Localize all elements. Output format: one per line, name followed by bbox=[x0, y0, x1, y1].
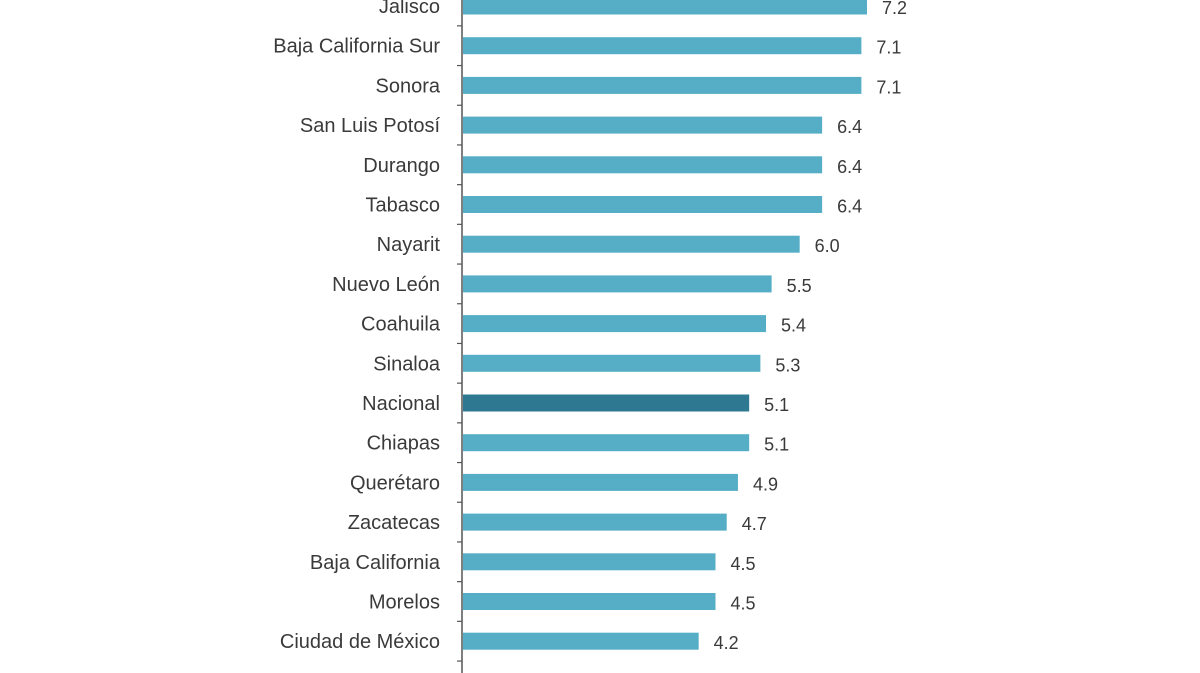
category-label: Nacional bbox=[362, 393, 440, 415]
bar-ciudad-de-m-xico bbox=[463, 632, 699, 650]
category-label: Baja California bbox=[310, 552, 441, 574]
bar-tabasco bbox=[463, 196, 823, 213]
value-label: 7.1 bbox=[876, 77, 901, 97]
category-label: Chiapas bbox=[367, 433, 440, 455]
bar-sinaloa bbox=[463, 354, 761, 372]
category-labels-layer: Jalisco Baja California Sur Sonora San Luis… bbox=[273, 0, 441, 653]
value-labels-layer: 7.2 7.1 7.1 6.4 6.4 6.4 6.05.5 5.4 5.3 5.1 5.1 4.9 4… bbox=[714, 0, 907, 653]
category-label: Morelos bbox=[369, 592, 440, 614]
value-label: 5.1 bbox=[764, 435, 789, 455]
bar-baja-california-sur bbox=[463, 37, 862, 55]
category-label: Coahuila bbox=[361, 314, 441, 336]
value-label: 4.5 bbox=[731, 594, 756, 614]
y-axis-ticks-layer bbox=[457, 25, 462, 662]
value-label: 7.2 bbox=[882, 0, 907, 18]
bar-jalisco bbox=[463, 0, 867, 15]
category-label: Tabasco bbox=[366, 195, 441, 217]
bar-chiapas bbox=[463, 434, 750, 452]
bar-nacional bbox=[463, 394, 750, 412]
value-label: 4.7 bbox=[742, 514, 767, 534]
value-label: 5.1 bbox=[764, 395, 789, 415]
value-label: 7.1 bbox=[876, 38, 901, 58]
bar-baja-california bbox=[463, 553, 716, 571]
category-label: Sonora bbox=[376, 75, 441, 97]
category-label: Baja California Sur bbox=[273, 36, 440, 58]
category-label: Durango bbox=[363, 155, 440, 177]
value-label: 6.4 bbox=[837, 117, 862, 137]
category-label: San Luis Potosí bbox=[300, 115, 441, 137]
value-label: 6.4 bbox=[837, 157, 862, 177]
category-label: Zacatecas bbox=[348, 512, 440, 534]
bar-quer-taro bbox=[463, 473, 738, 491]
category-label: Ciudad de México bbox=[280, 631, 440, 653]
bars-layer bbox=[463, 0, 867, 650]
bar-nuevo-le-n bbox=[463, 275, 772, 293]
category-label: Nuevo León bbox=[332, 274, 440, 296]
bar-san-luis-potos- bbox=[463, 116, 823, 134]
bar-zacatecas bbox=[463, 513, 727, 531]
category-label: Jalisco bbox=[379, 0, 440, 18]
category-label: Sinaloa bbox=[373, 353, 441, 375]
value-label: 4.2 bbox=[714, 633, 739, 653]
value-label: 5.3 bbox=[775, 355, 800, 375]
value-label: 6.4 bbox=[837, 197, 862, 217]
bar-nayarit bbox=[463, 235, 800, 253]
value-label: 4.9 bbox=[753, 474, 778, 494]
bar-durango bbox=[463, 156, 823, 174]
value-label: 6.0 bbox=[815, 236, 840, 256]
value-label: 4.5 bbox=[731, 554, 756, 574]
category-label: Nayarit bbox=[377, 234, 441, 256]
category-label: Querétaro bbox=[350, 472, 440, 494]
value-label: 5.4 bbox=[781, 316, 806, 336]
bar-coahuila bbox=[463, 315, 766, 333]
bar-sonora bbox=[463, 76, 862, 94]
value-label: 5.5 bbox=[787, 276, 812, 296]
bar-morelos bbox=[463, 593, 716, 610]
